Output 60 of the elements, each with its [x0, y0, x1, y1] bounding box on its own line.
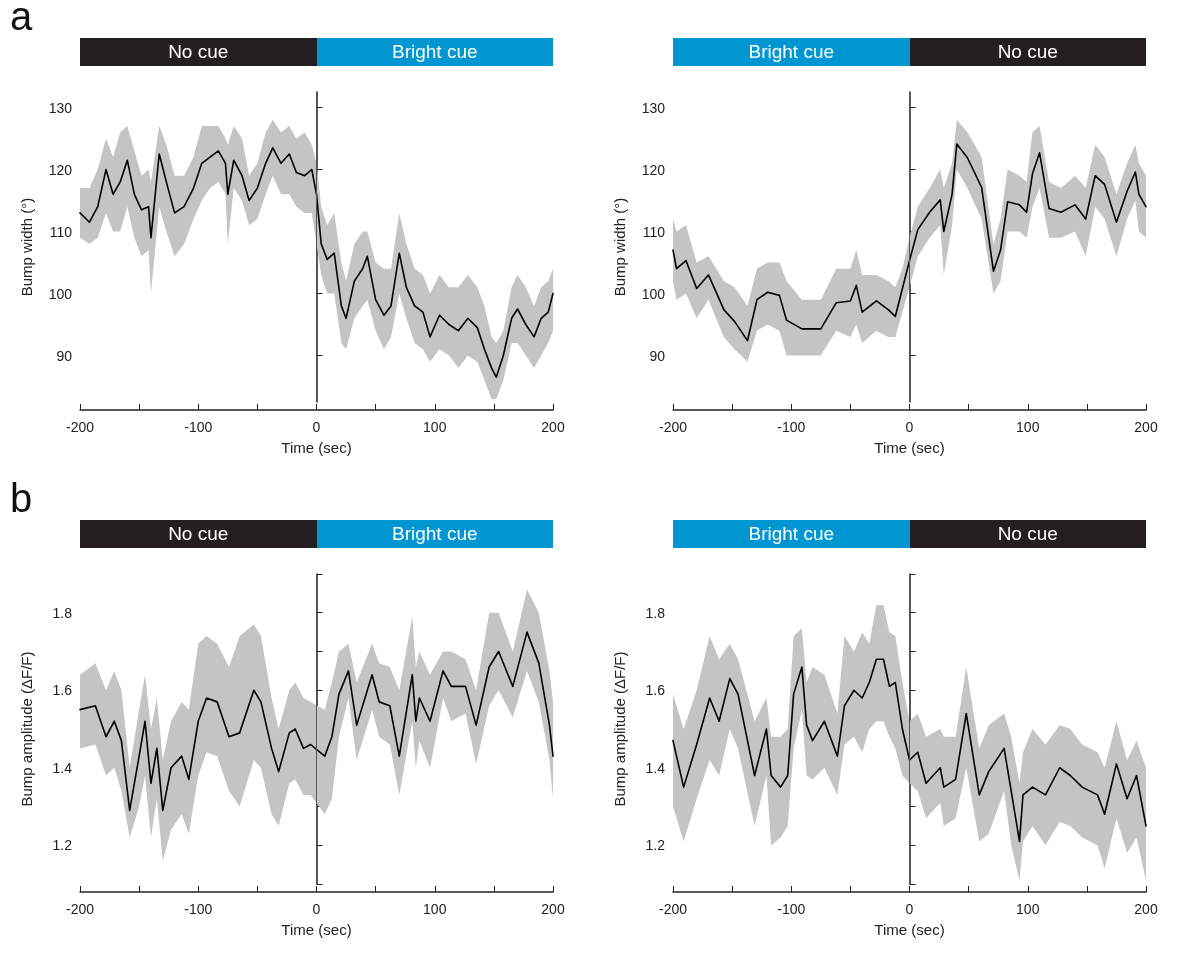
category-label: No cue: [909, 520, 1146, 548]
x-tick-label: -200: [65, 901, 95, 917]
x-tick-label: 200: [1134, 901, 1158, 917]
y-tick-label: 100: [641, 285, 666, 302]
y-tick-label: 120: [48, 161, 73, 178]
y-tick-label: 110: [642, 223, 666, 240]
y-tick-label: 1.2: [645, 837, 666, 854]
x-tick-label: 0: [312, 901, 321, 917]
y-tick-label: 90: [649, 347, 666, 364]
category-label: Bright cue: [316, 38, 553, 66]
y-tick-label: 120: [641, 161, 666, 178]
y-tick-label: 1.4: [52, 759, 73, 776]
x-axis-title: Time (sec): [874, 921, 945, 938]
y-tick-label: 130: [48, 99, 73, 116]
x-tick-label: -100: [184, 419, 213, 435]
line-series: [672, 143, 1147, 342]
y-axis-title: Bump width (°): [18, 197, 35, 297]
text: b: [10, 475, 33, 522]
x-tick-label: 200: [541, 901, 565, 917]
line-series: [79, 147, 554, 378]
x-tick-label: 200: [541, 419, 565, 435]
x-tick-label: 100: [1016, 419, 1040, 435]
category-label: Bright cue: [673, 38, 910, 66]
x-tick-label: 0: [905, 901, 914, 917]
x-axis-title: Time (sec): [874, 439, 945, 456]
y-tick-label: 130: [641, 99, 666, 116]
category-label: Bright cue: [673, 520, 910, 548]
line-series: [79, 631, 554, 812]
line-series: [672, 658, 1147, 843]
x-tick-label: 100: [423, 419, 447, 435]
category-label: No cue: [909, 38, 1146, 66]
category-label: Bright cue: [316, 520, 553, 548]
y-axis-title: Bump amplitude (ΔF/F): [18, 651, 35, 807]
y-axis-title: Bump width (°): [611, 197, 628, 297]
x-tick-label: 0: [312, 419, 321, 435]
y-tick-label: 110: [49, 223, 73, 240]
x-axis-title: Time (sec): [281, 439, 352, 456]
x-tick-label: -200: [658, 419, 688, 435]
category-label: No cue: [80, 520, 317, 548]
y-tick-label: 1.8: [645, 604, 666, 621]
x-tick-label: 0: [905, 419, 914, 435]
category-label: No cue: [80, 38, 317, 66]
x-tick-label: -200: [65, 419, 95, 435]
y-axis-title: Bump amplitude (ΔF/F): [611, 651, 628, 807]
x-tick-label: -100: [777, 901, 806, 917]
x-axis-title: Time (sec): [281, 921, 352, 938]
x-tick-label: -100: [184, 901, 213, 917]
y-tick-label: 1.6: [645, 682, 666, 699]
x-tick-label: 100: [423, 901, 447, 917]
x-tick-label: -100: [777, 419, 806, 435]
y-tick-label: 1.2: [52, 837, 73, 854]
x-tick-label: 100: [1016, 901, 1040, 917]
y-tick-label: 90: [56, 347, 73, 364]
x-tick-label: 200: [1134, 419, 1158, 435]
y-tick-label: 1.6: [52, 682, 73, 699]
x-tick-label: -200: [658, 901, 688, 917]
y-tick-label: 1.8: [52, 604, 73, 621]
y-tick-label: 1.4: [645, 759, 666, 776]
text: a: [10, 0, 33, 40]
y-tick-label: 100: [48, 285, 73, 302]
